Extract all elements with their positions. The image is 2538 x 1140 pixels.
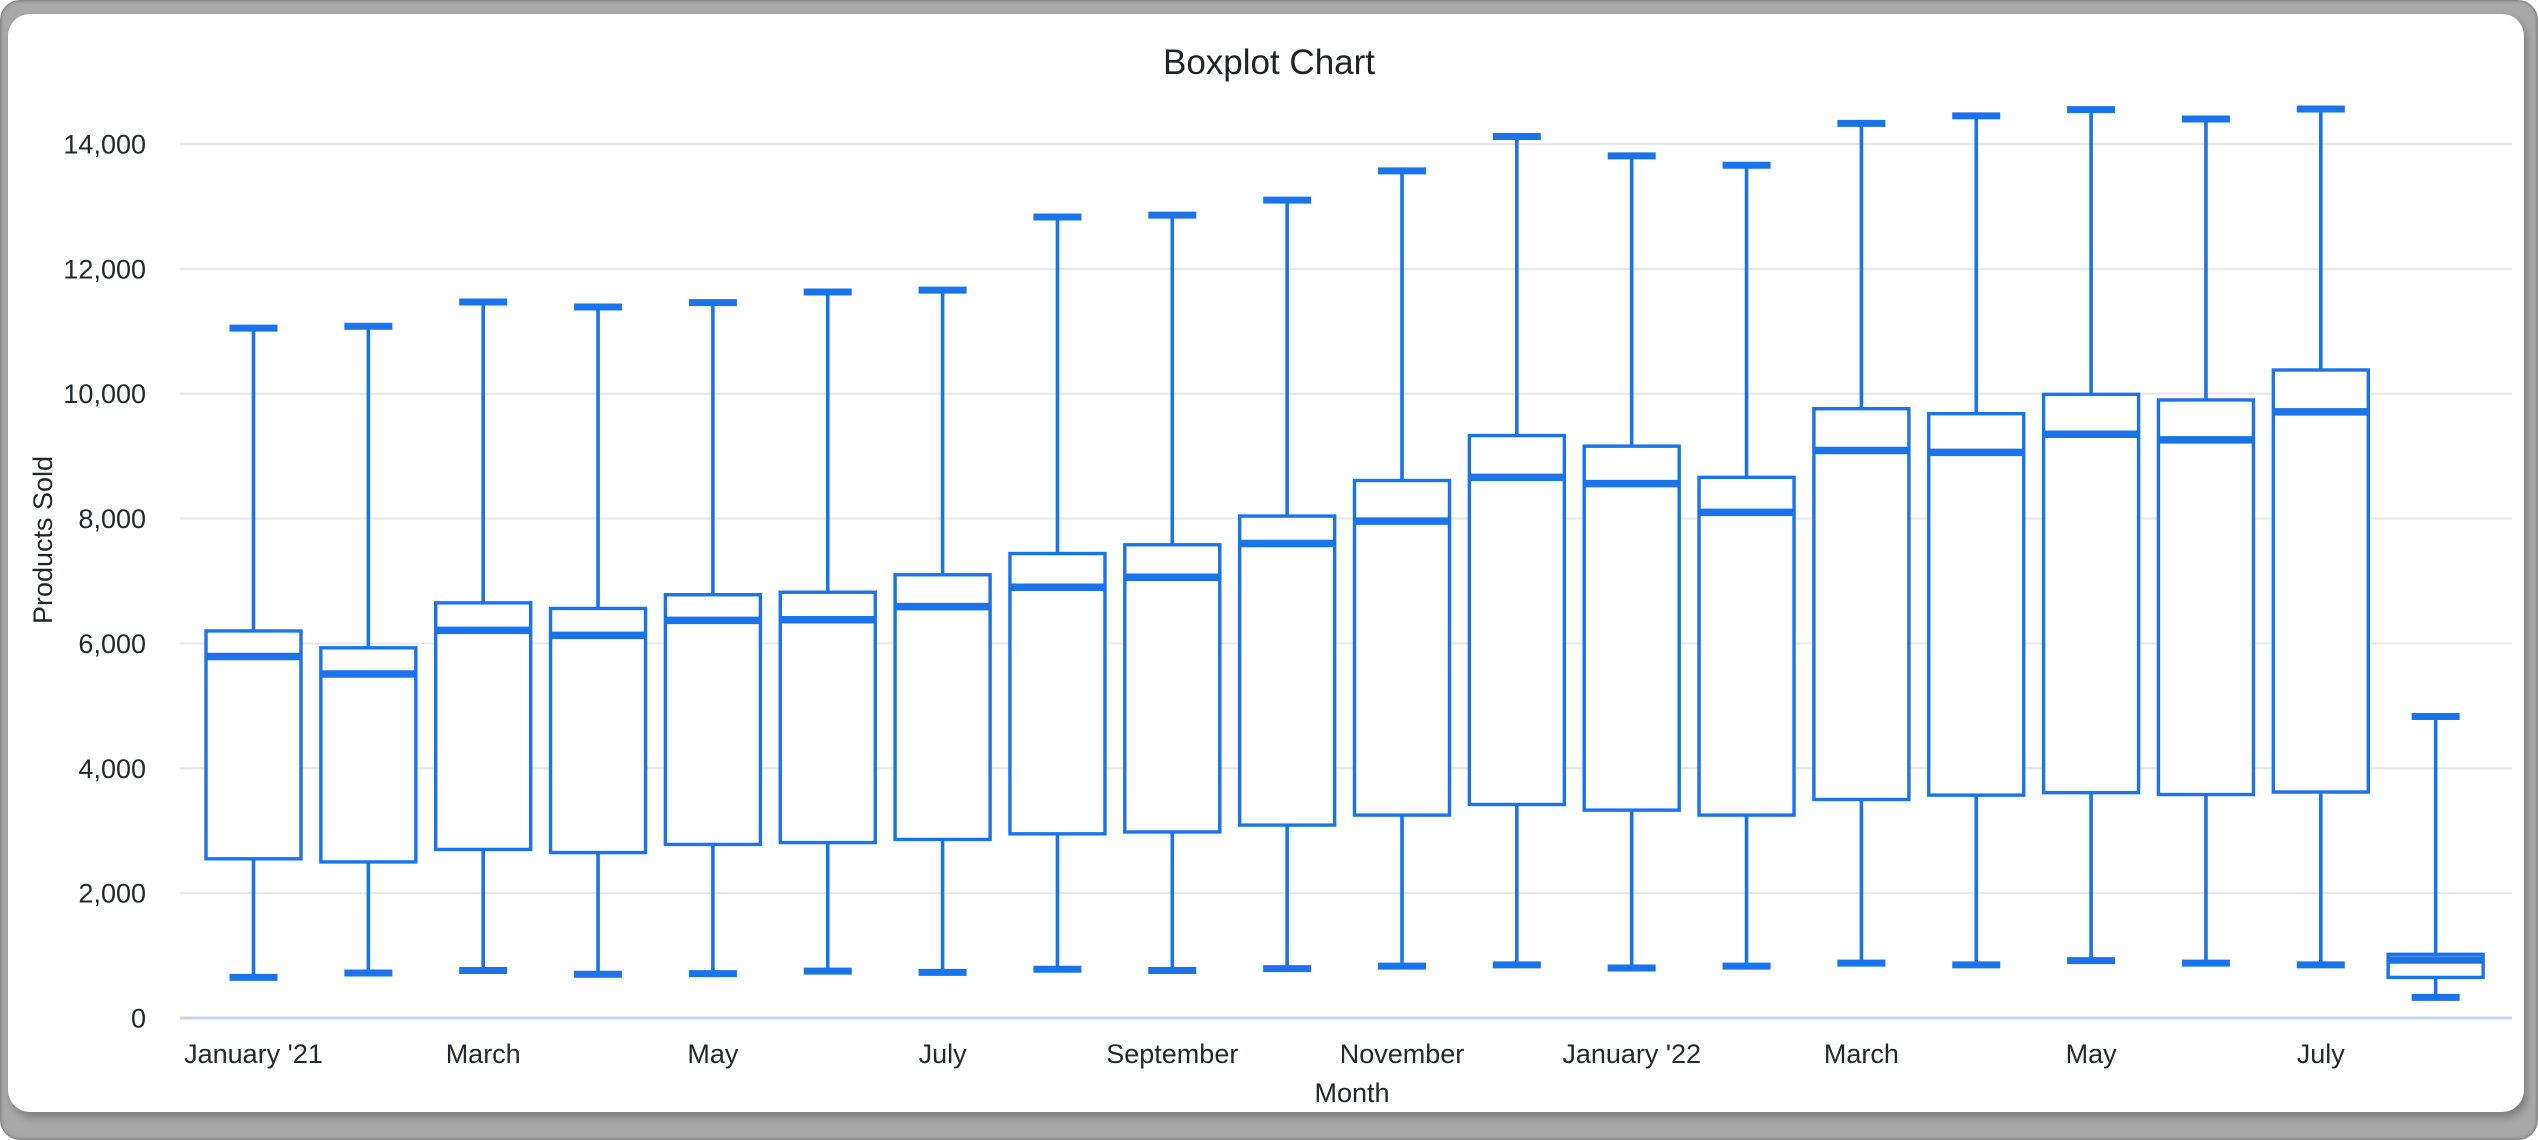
x-tick-label: January '22	[1562, 1039, 1701, 1069]
chart-title: Boxplot Chart	[1163, 43, 1375, 82]
boxplot-series	[204, 105, 2485, 1001]
x-axis-title: Month	[1314, 1078, 1389, 1108]
boxplot-9-september[interactable]	[1123, 211, 1222, 975]
y-tick-label: 2,000	[78, 879, 146, 909]
y-axis-tick-labels: 0 2,000 4,000 6,000 8,000 10,000 12,000 14,000	[63, 130, 146, 1034]
boxplot-18-june[interactable]	[2156, 115, 2256, 967]
boxplot-15-march[interactable]	[1812, 119, 1911, 967]
y-axis-title: Products Sold	[28, 456, 58, 624]
boxplot-17-may[interactable]	[2041, 106, 2141, 965]
iqr-box	[434, 601, 533, 852]
y-tick-label: 14,000	[63, 130, 146, 160]
boxplot-5-may[interactable]	[663, 299, 763, 978]
boxplot-6-june[interactable]	[778, 288, 877, 975]
iqr-box	[1927, 411, 2026, 797]
y-tick-label: 10,000	[63, 379, 146, 409]
y-tick-label: 8,000	[78, 504, 146, 534]
iqr-box	[1697, 475, 1796, 817]
x-tick-label: May	[2066, 1039, 2118, 1069]
boxplot-13-january-22[interactable]	[1582, 152, 1681, 972]
iqr-box	[2156, 398, 2256, 797]
boxplot-4-april[interactable]	[548, 303, 648, 978]
iqr-box	[1352, 478, 1452, 817]
boxplot-8-august[interactable]	[1008, 213, 1107, 973]
iqr-box	[1123, 543, 1222, 834]
x-tick-label: March	[446, 1039, 521, 1069]
x-axis-tick-labels: January '21 March May July September November…	[184, 1039, 2345, 1069]
boxplot-1-january-21[interactable]	[204, 324, 303, 981]
iqr-box	[1467, 433, 1567, 807]
boxplot-3-march[interactable]	[434, 298, 533, 975]
iqr-box	[204, 629, 303, 861]
boxplot-20-august[interactable]	[2386, 712, 2485, 1001]
y-tick-label: 6,000	[78, 629, 146, 659]
iqr-box	[1008, 551, 1107, 836]
x-tick-label: March	[1824, 1039, 1899, 1069]
x-tick-label: July	[2297, 1039, 2346, 1069]
y-tick-label: 4,000	[78, 754, 146, 784]
iqr-box	[778, 590, 877, 845]
iqr-box	[2271, 368, 2371, 794]
boxplot-10-october[interactable]	[1237, 196, 1337, 973]
boxplot-7-july[interactable]	[893, 286, 992, 976]
iqr-box	[893, 573, 992, 842]
iqr-box	[2041, 392, 2141, 795]
y-tick-label: 12,000	[63, 254, 146, 284]
x-tick-label: July	[919, 1039, 968, 1069]
iqr-box	[663, 593, 763, 847]
iqr-box	[319, 646, 418, 864]
x-tick-label: May	[687, 1039, 739, 1069]
boxplot-19-july[interactable]	[2271, 105, 2371, 969]
x-tick-label: January '21	[184, 1039, 323, 1069]
boxplot-2-february[interactable]	[319, 322, 418, 977]
iqr-box	[1582, 444, 1681, 812]
iqr-box	[1237, 514, 1337, 827]
boxplot-14-february[interactable]	[1697, 161, 1796, 970]
x-tick-label: September	[1106, 1039, 1238, 1069]
iqr-box	[548, 606, 648, 855]
boxplot-11-november[interactable]	[1352, 167, 1452, 970]
boxplot-12-december[interactable]	[1467, 133, 1567, 969]
iqr-box	[1812, 406, 1911, 802]
x-tick-label: November	[1340, 1039, 1465, 1069]
y-tick-label: 0	[131, 1004, 146, 1034]
boxplot-16-april[interactable]	[1927, 112, 2026, 969]
